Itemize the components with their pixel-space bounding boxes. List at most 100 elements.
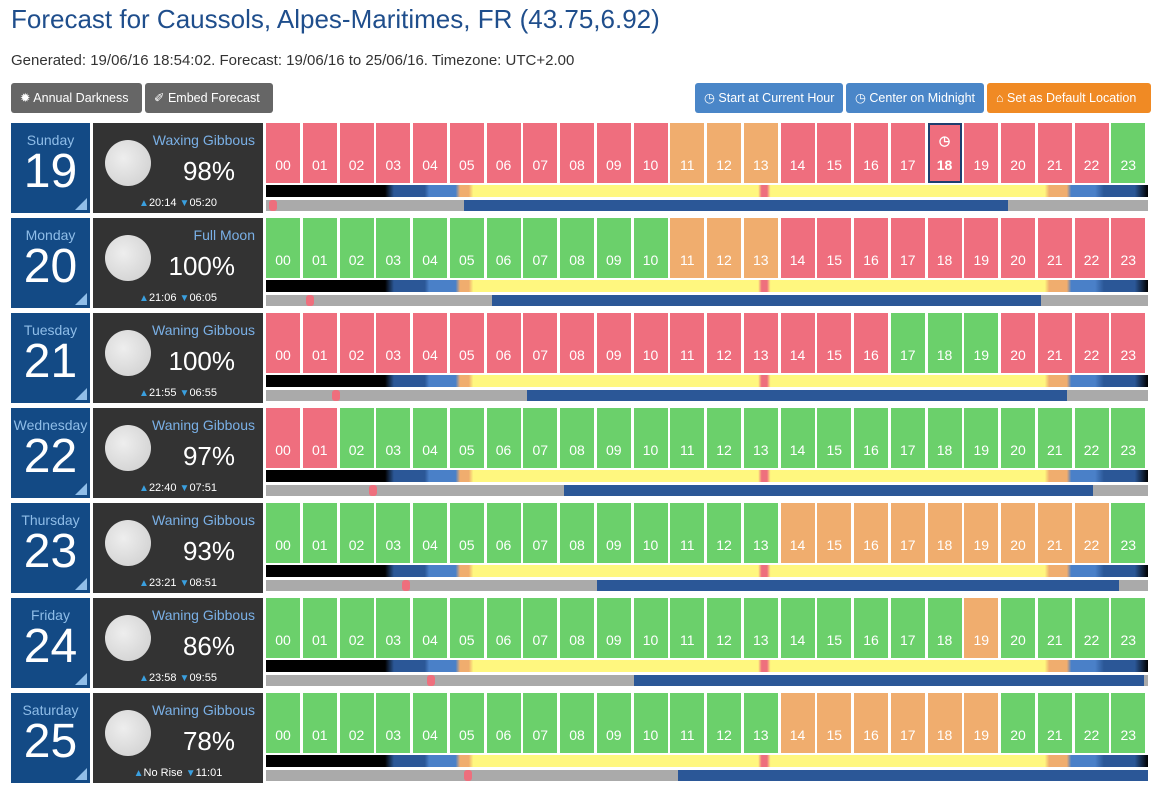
hour-cell[interactable]: 16 bbox=[854, 408, 888, 468]
hour-cell[interactable]: 09 bbox=[596, 598, 631, 658]
hour-cell[interactable]: 19 bbox=[964, 503, 999, 563]
expand-corner-icon[interactable] bbox=[75, 198, 87, 210]
hour-cell[interactable]: 05 bbox=[449, 503, 484, 563]
hour-cell[interactable]: 18 bbox=[927, 218, 962, 278]
hour-cell[interactable]: 21 bbox=[1037, 123, 1072, 183]
hour-cell[interactable]: 20 bbox=[1001, 598, 1035, 658]
hour-cell[interactable]: 00 bbox=[266, 693, 300, 753]
hour-cell[interactable]: 19 bbox=[964, 408, 999, 468]
hour-cell[interactable]: 12 bbox=[707, 313, 741, 373]
hour-cell[interactable]: 00 bbox=[266, 123, 300, 183]
hour-cell[interactable]: 14 bbox=[780, 218, 815, 278]
day-card[interactable]: Saturday 25 bbox=[11, 693, 90, 783]
hour-cell[interactable]: 20 bbox=[1001, 693, 1035, 753]
hour-cell[interactable]: 15 bbox=[817, 598, 852, 658]
hour-cell[interactable]: 11 bbox=[670, 408, 705, 468]
hour-cell[interactable]: 07 bbox=[523, 123, 558, 183]
expand-corner-icon[interactable] bbox=[75, 673, 87, 685]
hour-cell[interactable]: 07 bbox=[523, 693, 558, 753]
hour-cell[interactable]: 09 bbox=[596, 503, 631, 563]
hour-cell[interactable]: 13 bbox=[743, 693, 778, 753]
hour-cell[interactable]: 12 bbox=[707, 693, 741, 753]
center-midnight-button[interactable]: ◷ Center on Midnight bbox=[846, 83, 984, 113]
hour-cell[interactable]: 07 bbox=[523, 313, 558, 373]
hour-cell[interactable]: 14 bbox=[780, 123, 815, 183]
hour-cell[interactable]: 03 bbox=[376, 503, 411, 563]
hour-cell[interactable]: 06 bbox=[486, 218, 521, 278]
hour-cell[interactable]: 22 bbox=[1074, 693, 1109, 753]
hour-cell[interactable]: 19 bbox=[964, 598, 999, 658]
hour-cell[interactable]: 14 bbox=[780, 313, 815, 373]
hour-cell[interactable]: 08 bbox=[560, 123, 594, 183]
hour-cell[interactable]: 22 bbox=[1074, 408, 1109, 468]
hour-cell[interactable]: 03 bbox=[376, 408, 411, 468]
hour-cell[interactable]: 21 bbox=[1037, 313, 1072, 373]
hour-cell[interactable]: 01 bbox=[302, 598, 337, 658]
hour-cell[interactable]: 06 bbox=[486, 598, 521, 658]
hour-cell[interactable]: 04 bbox=[413, 123, 447, 183]
hour-cell[interactable]: 21 bbox=[1037, 503, 1072, 563]
hour-cell[interactable]: 13 bbox=[743, 313, 778, 373]
hour-cell[interactable]: 19 bbox=[964, 313, 999, 373]
start-current-hour-button[interactable]: ◷ Start at Current Hour bbox=[695, 83, 843, 113]
hour-cell[interactable]: 05 bbox=[449, 123, 484, 183]
hour-cell[interactable]: 08 bbox=[560, 218, 594, 278]
hour-cell[interactable]: 05 bbox=[449, 218, 484, 278]
hour-cell[interactable]: 08 bbox=[560, 313, 594, 373]
hour-cell[interactable]: 21 bbox=[1037, 693, 1072, 753]
hour-cell[interactable]: 13 bbox=[743, 598, 778, 658]
hour-cell[interactable]: 09 bbox=[596, 218, 631, 278]
hour-cell[interactable]: 10 bbox=[633, 598, 668, 658]
embed-forecast-button[interactable]: ✐ Embed Forecast bbox=[145, 83, 273, 113]
hour-cell[interactable]: 23 bbox=[1111, 123, 1146, 183]
expand-corner-icon[interactable] bbox=[75, 578, 87, 590]
hour-cell[interactable]: 12 bbox=[707, 218, 741, 278]
hour-cell[interactable]: 16 bbox=[854, 123, 888, 183]
hour-cell[interactable]: 00 bbox=[266, 598, 300, 658]
hour-cell[interactable]: 16 bbox=[854, 218, 888, 278]
hour-cell[interactable]: 01 bbox=[302, 313, 337, 373]
hour-cell[interactable]: 02 bbox=[339, 313, 374, 373]
hour-cell[interactable]: 17 bbox=[890, 693, 925, 753]
hour-cell[interactable]: 04 bbox=[413, 598, 447, 658]
hour-cell[interactable]: 02 bbox=[339, 408, 374, 468]
hour-cell[interactable]: 08 bbox=[560, 503, 594, 563]
hour-cell[interactable]: 09 bbox=[596, 693, 631, 753]
hour-cell[interactable]: 05 bbox=[449, 408, 484, 468]
hour-cell[interactable]: 18 bbox=[927, 693, 962, 753]
hour-cell[interactable]: 07 bbox=[523, 218, 558, 278]
hour-cell[interactable]: 01 bbox=[302, 503, 337, 563]
hour-cell[interactable]: 12 bbox=[707, 598, 741, 658]
hour-cell[interactable]: 16 bbox=[854, 693, 888, 753]
hour-cell[interactable]: 08 bbox=[560, 408, 594, 468]
hour-cell[interactable]: 20 bbox=[1001, 313, 1035, 373]
hour-cell[interactable]: 10 bbox=[633, 313, 668, 373]
hour-cell[interactable]: 13 bbox=[743, 503, 778, 563]
day-card[interactable]: Friday 24 bbox=[11, 598, 90, 688]
hour-cell[interactable]: 04 bbox=[413, 218, 447, 278]
hour-cell[interactable]: 19 bbox=[964, 693, 999, 753]
hour-cell[interactable]: 12 bbox=[707, 123, 741, 183]
hour-cell[interactable]: 16 bbox=[854, 503, 888, 563]
annual-darkness-button[interactable]: ✹ Annual Darkness bbox=[11, 83, 142, 113]
hour-cell[interactable]: 14 bbox=[780, 408, 815, 468]
hour-cell[interactable]: 14 bbox=[780, 598, 815, 658]
hour-cell[interactable]: 09 bbox=[596, 313, 631, 373]
hour-cell[interactable]: 13 bbox=[743, 123, 778, 183]
hour-cell[interactable]: 23 bbox=[1111, 218, 1146, 278]
hour-cell[interactable]: 09 bbox=[596, 123, 631, 183]
hour-cell[interactable]: 16 bbox=[854, 313, 888, 373]
hour-cell[interactable]: 17 bbox=[890, 218, 925, 278]
hour-cell[interactable]: 14 bbox=[780, 503, 815, 563]
hour-cell[interactable]: 19 bbox=[964, 218, 999, 278]
hour-cell[interactable]: 22 bbox=[1074, 503, 1109, 563]
hour-cell[interactable]: 02 bbox=[339, 503, 374, 563]
hour-cell[interactable]: 22 bbox=[1074, 313, 1109, 373]
hour-cell[interactable]: 18 bbox=[927, 408, 962, 468]
hour-cell[interactable]: 22 bbox=[1074, 598, 1109, 658]
hour-cell[interactable]: 00 bbox=[266, 408, 300, 468]
hour-cell[interactable]: 23 bbox=[1111, 693, 1146, 753]
hour-cell[interactable]: 02 bbox=[339, 598, 374, 658]
hour-cell[interactable]: 08 bbox=[560, 598, 594, 658]
hour-cell[interactable]: 20 bbox=[1001, 123, 1035, 183]
